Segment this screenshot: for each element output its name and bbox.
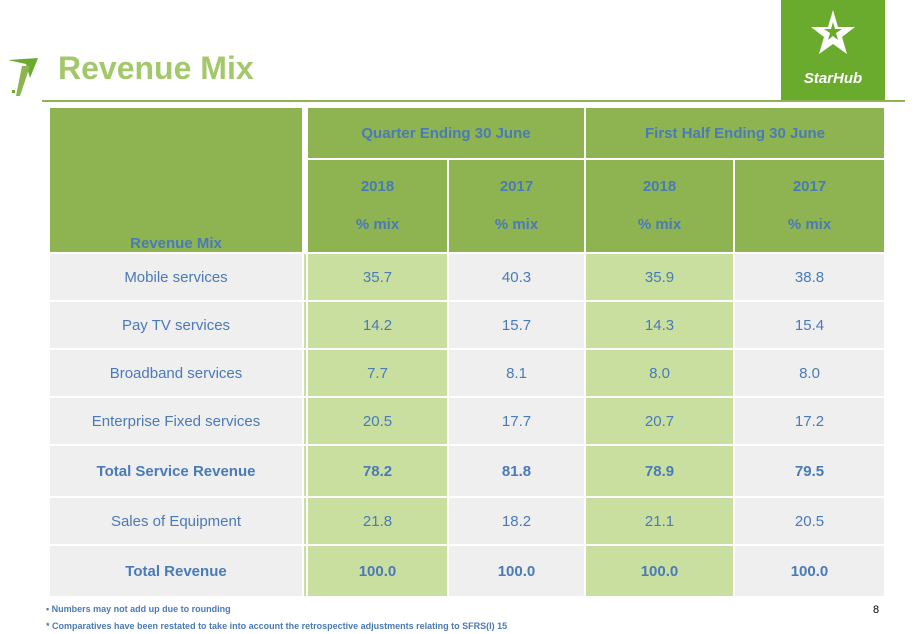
- cell-gap: [303, 445, 308, 498]
- table-cell: 81.8: [448, 445, 586, 498]
- table-cell: 15.7: [448, 301, 586, 350]
- table-cell: 8.1: [448, 349, 586, 398]
- table-row: Mobile services 35.7 40.3 35.9 38.8: [50, 253, 886, 302]
- cell-gap: [303, 397, 308, 446]
- table-cell: 100.0: [734, 545, 886, 598]
- table-cell: 17.7: [448, 397, 586, 446]
- cell-gap: [303, 253, 308, 302]
- group-header-quarter: Quarter Ending 30 June: [307, 108, 586, 160]
- table-cell: 17.2: [734, 397, 886, 446]
- row-label: Pay TV services: [50, 301, 304, 350]
- table-row-total-service: Total Service Revenue 78.2 81.8 78.9 79.…: [50, 445, 886, 498]
- starhub-logo: StarHub: [781, 0, 885, 100]
- revenue-mix-table: Revenue Mix Quarter Ending 30 June First…: [50, 108, 886, 598]
- table-cell: 78.9: [585, 445, 735, 498]
- column-unit: % mix: [637, 216, 682, 233]
- cell-gap: [303, 545, 308, 598]
- table-cell: 8.0: [585, 349, 735, 398]
- row-label: Broadband services: [50, 349, 304, 398]
- table-cell: 100.0: [585, 545, 735, 598]
- table-cell: 100.0: [307, 545, 449, 598]
- column-year: 2018: [360, 178, 395, 195]
- column-header: 2018 % mix: [585, 159, 735, 254]
- column-year: 2017: [499, 178, 534, 195]
- table-cell: 35.7: [307, 253, 449, 302]
- row-label: Sales of Equipment: [50, 497, 304, 546]
- row-label: Total Service Revenue: [50, 445, 304, 498]
- brand-corner-mark: [8, 58, 38, 96]
- table-cell: 21.8: [307, 497, 449, 546]
- table-cell: 14.2: [307, 301, 449, 350]
- cell-gap: [303, 301, 308, 350]
- row-label: Enterprise Fixed services: [50, 397, 304, 446]
- column-unit: % mix: [494, 216, 539, 233]
- column-year: 2017: [792, 178, 827, 195]
- table-cell: 7.7: [307, 349, 449, 398]
- column-header: 2018 % mix: [307, 159, 449, 254]
- footnote-restatement: * Comparatives have been restated to tak…: [46, 621, 508, 631]
- column-header: 2017 % mix: [448, 159, 586, 254]
- table-row: Pay TV services 14.2 15.7 14.3 15.4: [50, 301, 886, 350]
- table-cell: 20.7: [585, 397, 735, 446]
- page-title: Revenue Mix: [58, 50, 254, 86]
- table-cell: 21.1: [585, 497, 735, 546]
- table-cell: 35.9: [585, 253, 735, 302]
- footnote-rounding: • Numbers may not add up due to rounding: [46, 604, 231, 614]
- header-gap: [303, 108, 308, 254]
- table-cell: 40.3: [448, 253, 586, 302]
- corner-header: Revenue Mix: [50, 108, 304, 254]
- header-row-groups: Revenue Mix Quarter Ending 30 June First…: [50, 108, 886, 254]
- logo-wordmark: StarHub: [803, 70, 863, 87]
- column-header: 2017 % mix: [734, 159, 886, 254]
- table-row-total-revenue: Total Revenue 100.0 100.0 100.0 100.0: [50, 545, 886, 598]
- column-unit: % mix: [787, 216, 832, 233]
- row-label: Mobile services: [50, 253, 304, 302]
- table-cell: 38.8: [734, 253, 886, 302]
- table-cell: 14.3: [585, 301, 735, 350]
- table-cell: 100.0: [448, 545, 586, 598]
- row-label: Total Revenue: [50, 545, 304, 598]
- table-cell: 20.5: [307, 397, 449, 446]
- title-divider: [42, 100, 905, 102]
- table-cell: 79.5: [734, 445, 886, 498]
- table-row: Enterprise Fixed services 20.5 17.7 20.7…: [50, 397, 886, 446]
- table-cell: 15.4: [734, 301, 886, 350]
- table-cell: 20.5: [734, 497, 886, 546]
- group-header-half: First Half Ending 30 June: [585, 108, 886, 160]
- cell-gap: [303, 349, 308, 398]
- table-row: Broadband services 7.7 8.1 8.0 8.0: [50, 349, 886, 398]
- column-year: 2018: [642, 178, 677, 195]
- table-cell: 18.2: [448, 497, 586, 546]
- star-icon: [811, 10, 855, 54]
- column-unit: % mix: [355, 216, 400, 233]
- table-cell: 8.0: [734, 349, 886, 398]
- cell-gap: [303, 497, 308, 546]
- table-cell: 78.2: [307, 445, 449, 498]
- page-number: 8: [873, 604, 880, 616]
- header-row-columns: 2018 % mix 2017 % mix 2018 % mix 2017 % mix: [50, 159, 886, 254]
- table-row: Sales of Equipment 21.8 18.2 21.1 20.5: [50, 497, 886, 546]
